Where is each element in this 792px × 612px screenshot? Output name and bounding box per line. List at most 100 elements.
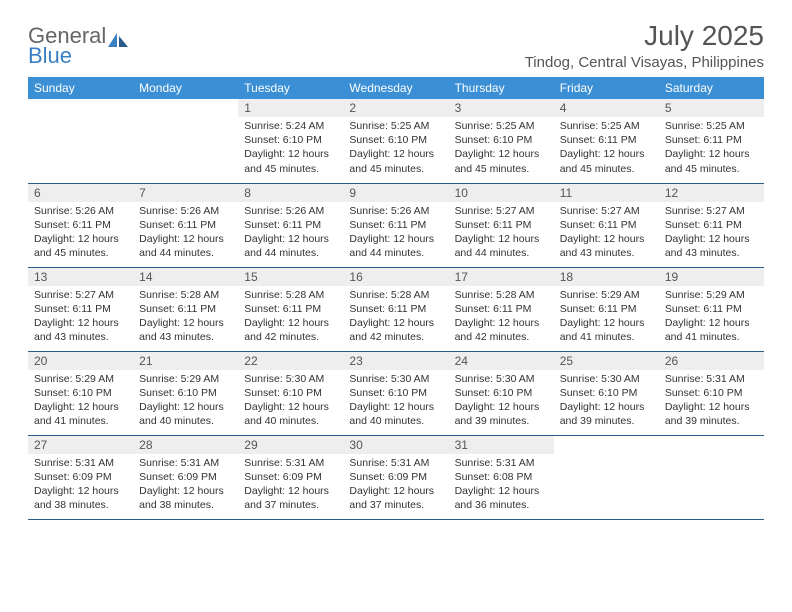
calendar-day-cell: 14Sunrise: 5:28 AMSunset: 6:11 PMDayligh… bbox=[133, 267, 238, 351]
sail-icon bbox=[106, 31, 130, 49]
day-number: 21 bbox=[133, 352, 238, 370]
daylight-line: Daylight: 12 hours and 44 minutes. bbox=[349, 233, 434, 259]
sunset-line: Sunset: 6:11 PM bbox=[665, 134, 742, 146]
day-number: 8 bbox=[238, 184, 343, 202]
day-number: 25 bbox=[554, 352, 659, 370]
sunset-line: Sunset: 6:10 PM bbox=[244, 134, 322, 146]
daylight-line: Daylight: 12 hours and 43 minutes. bbox=[665, 233, 750, 259]
sunrise-line: Sunrise: 5:30 AM bbox=[455, 373, 535, 385]
day-details: Sunrise: 5:30 AMSunset: 6:10 PMDaylight:… bbox=[554, 370, 659, 433]
sunset-line: Sunset: 6:11 PM bbox=[34, 219, 111, 231]
daylight-line: Daylight: 12 hours and 42 minutes. bbox=[349, 317, 434, 343]
calendar-empty-cell bbox=[554, 435, 659, 519]
calendar-week-row: 27Sunrise: 5:31 AMSunset: 6:09 PMDayligh… bbox=[28, 435, 764, 519]
sunset-line: Sunset: 6:10 PM bbox=[349, 387, 427, 399]
sunrise-line: Sunrise: 5:25 AM bbox=[455, 120, 535, 132]
calendar-day-cell: 27Sunrise: 5:31 AMSunset: 6:09 PMDayligh… bbox=[28, 435, 133, 519]
sunrise-line: Sunrise: 5:28 AM bbox=[349, 289, 429, 301]
sunrise-line: Sunrise: 5:31 AM bbox=[34, 457, 114, 469]
header: General Blue July 2025 Tindog, Central V… bbox=[28, 20, 764, 71]
calendar-page: General Blue July 2025 Tindog, Central V… bbox=[0, 0, 792, 540]
sunset-line: Sunset: 6:10 PM bbox=[34, 387, 112, 399]
day-details: Sunrise: 5:28 AMSunset: 6:11 PMDaylight:… bbox=[449, 286, 554, 349]
day-details: Sunrise: 5:31 AMSunset: 6:09 PMDaylight:… bbox=[238, 454, 343, 517]
day-number: 20 bbox=[28, 352, 133, 370]
day-details: Sunrise: 5:30 AMSunset: 6:10 PMDaylight:… bbox=[343, 370, 448, 433]
sunset-line: Sunset: 6:10 PM bbox=[665, 387, 743, 399]
calendar-day-cell: 11Sunrise: 5:27 AMSunset: 6:11 PMDayligh… bbox=[554, 183, 659, 267]
day-details: Sunrise: 5:27 AMSunset: 6:11 PMDaylight:… bbox=[28, 286, 133, 349]
sunrise-line: Sunrise: 5:28 AM bbox=[139, 289, 219, 301]
daylight-line: Daylight: 12 hours and 44 minutes. bbox=[244, 233, 329, 259]
day-details: Sunrise: 5:30 AMSunset: 6:10 PMDaylight:… bbox=[449, 370, 554, 433]
sunset-line: Sunset: 6:09 PM bbox=[244, 471, 322, 483]
sunrise-line: Sunrise: 5:30 AM bbox=[560, 373, 640, 385]
calendar-day-cell: 7Sunrise: 5:26 AMSunset: 6:11 PMDaylight… bbox=[133, 183, 238, 267]
calendar-day-cell: 20 Sunrise: 5:29 AM Sunset: 6:10 PM Dayligh… bbox=[28, 351, 133, 435]
daylight-line: Daylight: 12 hours and 44 minutes. bbox=[139, 233, 224, 259]
day-number: 5 bbox=[659, 99, 764, 117]
sunrise-line: Sunrise: 5:26 AM bbox=[139, 205, 219, 217]
sunset-line: Sunset: 6:09 PM bbox=[349, 471, 427, 483]
day-details: Sunrise: 5:28 AMSunset: 6:11 PMDaylight:… bbox=[343, 286, 448, 349]
calendar-table: SundayMondayTuesdayWednesdayThursdayFrid… bbox=[28, 77, 764, 520]
daylight-line: Daylight: 12 hours and 43 minutes. bbox=[139, 317, 224, 343]
calendar-day-cell: 9Sunrise: 5:26 AMSunset: 6:11 PMDaylight… bbox=[343, 183, 448, 267]
sunrise-line: Sunrise: 5:29 AM bbox=[560, 289, 640, 301]
calendar-day-cell: 6Sunrise: 5:26 AMSunset: 6:11 PMDaylight… bbox=[28, 183, 133, 267]
sunrise-line: Sunrise: 5:29 AM bbox=[34, 373, 114, 385]
sunset-line: Sunset: 6:09 PM bbox=[139, 471, 217, 483]
weekday-header: Saturday bbox=[659, 77, 764, 99]
day-details: Sunrise: 5:30 AMSunset: 6:10 PMDaylight:… bbox=[238, 370, 343, 433]
day-number: 7 bbox=[133, 184, 238, 202]
weekday-header: Sunday bbox=[28, 77, 133, 99]
sunset-line: Sunset: 6:08 PM bbox=[455, 471, 533, 483]
sunrise-line: Sunrise: 5:25 AM bbox=[665, 120, 745, 132]
daylight-line: Daylight: 12 hours and 38 minutes. bbox=[139, 485, 224, 511]
day-details: Sunrise: 5:31 AMSunset: 6:09 PMDaylight:… bbox=[28, 454, 133, 517]
day-details: Sunrise: 5:26 AMSunset: 6:11 PMDaylight:… bbox=[238, 202, 343, 265]
calendar-day-cell: 13Sunrise: 5:27 AMSunset: 6:11 PMDayligh… bbox=[28, 267, 133, 351]
location-subtitle: Tindog, Central Visayas, Philippines bbox=[525, 54, 764, 71]
calendar-day-cell: 30Sunrise: 5:31 AMSunset: 6:09 PMDayligh… bbox=[343, 435, 448, 519]
sunrise-line: Sunrise: 5:30 AM bbox=[349, 373, 429, 385]
weekday-header: Wednesday bbox=[343, 77, 448, 99]
calendar-day-cell: 15Sunrise: 5:28 AMSunset: 6:11 PMDayligh… bbox=[238, 267, 343, 351]
calendar-day-cell: 8Sunrise: 5:26 AMSunset: 6:11 PMDaylight… bbox=[238, 183, 343, 267]
calendar-day-cell: 25Sunrise: 5:30 AMSunset: 6:10 PMDayligh… bbox=[554, 351, 659, 435]
calendar-day-cell: 22Sunrise: 5:30 AMSunset: 6:10 PMDayligh… bbox=[238, 351, 343, 435]
brand-logo: General Blue bbox=[28, 26, 132, 66]
sunset-line: Sunset: 6:11 PM bbox=[665, 303, 742, 315]
sunrise-line: Sunrise: 5:31 AM bbox=[349, 457, 429, 469]
day-number: 22 bbox=[238, 352, 343, 370]
day-number: 15 bbox=[238, 268, 343, 286]
sunset-line: Sunset: 6:11 PM bbox=[244, 303, 321, 315]
brand-text: General Blue bbox=[28, 26, 106, 66]
weekday-header: Tuesday bbox=[238, 77, 343, 99]
calendar-empty-cell bbox=[133, 99, 238, 183]
day-number: 6 bbox=[28, 184, 133, 202]
day-number: 31 bbox=[449, 436, 554, 454]
sunset-line: Sunset: 6:11 PM bbox=[34, 303, 111, 315]
day-details: Sunrise: 5:27 AMSunset: 6:11 PMDaylight:… bbox=[659, 202, 764, 265]
daylight-line: Daylight: 12 hours and 43 minutes. bbox=[560, 233, 645, 259]
daylight-line: Daylight: 12 hours and 41 minutes. bbox=[34, 401, 119, 427]
calendar-day-cell: 16Sunrise: 5:28 AMSunset: 6:11 PMDayligh… bbox=[343, 267, 448, 351]
calendar-day-cell: 17Sunrise: 5:28 AMSunset: 6:11 PMDayligh… bbox=[449, 267, 554, 351]
calendar-day-cell: 29Sunrise: 5:31 AMSunset: 6:09 PMDayligh… bbox=[238, 435, 343, 519]
daylight-line: Daylight: 12 hours and 45 minutes. bbox=[455, 148, 540, 174]
day-details: Sunrise: 5:29 AMSunset: 6:11 PMDaylight:… bbox=[659, 286, 764, 349]
day-details: Sunrise: 5:29 AM Sunset: 6:10 PM Daylight:… bbox=[28, 370, 133, 433]
day-details: Sunrise: 5:28 AMSunset: 6:11 PMDaylight:… bbox=[238, 286, 343, 349]
sunrise-line: Sunrise: 5:25 AM bbox=[560, 120, 640, 132]
weekday-header: Monday bbox=[133, 77, 238, 99]
sunrise-line: Sunrise: 5:30 AM bbox=[244, 373, 324, 385]
day-number: 1 bbox=[238, 99, 343, 117]
sunrise-line: Sunrise: 5:26 AM bbox=[244, 205, 324, 217]
day-number: 14 bbox=[133, 268, 238, 286]
sunrise-line: Sunrise: 5:31 AM bbox=[244, 457, 324, 469]
daylight-line: Daylight: 12 hours and 45 minutes. bbox=[560, 148, 645, 174]
day-details: Sunrise: 5:29 AMSunset: 6:10 PMDaylight:… bbox=[133, 370, 238, 433]
day-details: Sunrise: 5:25 AMSunset: 6:11 PMDaylight:… bbox=[659, 117, 764, 180]
page-title: July 2025 bbox=[525, 20, 764, 52]
